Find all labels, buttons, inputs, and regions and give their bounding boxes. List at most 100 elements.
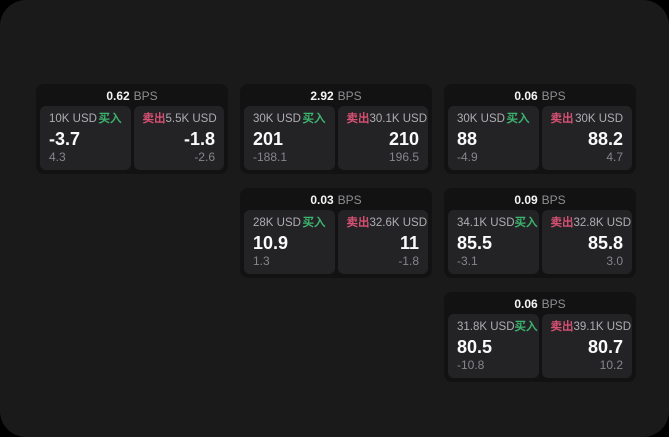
sell-label: 卖出 bbox=[346, 217, 370, 229]
sell-panel-top: 卖出 39.1K USD bbox=[550, 321, 632, 334]
bps-unit-label: BPS bbox=[337, 89, 362, 103]
sell-panel-top: 卖出 5.5K USD bbox=[142, 113, 217, 126]
sell-price: 11 bbox=[399, 233, 419, 253]
buy-panel[interactable]: 30K USD 买入 201 -188.1 bbox=[244, 106, 335, 170]
sell-price: 88.2 bbox=[587, 129, 623, 149]
sell-label: 卖出 bbox=[550, 113, 574, 125]
sell-panel[interactable]: 卖出 5.5K USD -1.8 -2.6 bbox=[133, 106, 224, 170]
sell-change: 4.7 bbox=[606, 150, 623, 164]
buy-panel-top: 30K USD 买入 bbox=[253, 113, 326, 126]
quote-card: 0.62 BPS 10K USD 买入 -3.7 4.3 卖出 5.5K USD bbox=[36, 84, 228, 174]
sell-price: 210 bbox=[388, 129, 419, 149]
buy-change: -3.1 bbox=[457, 254, 478, 268]
card-header: 0.09 BPS bbox=[448, 190, 632, 210]
bps-value: 0.03 bbox=[310, 193, 334, 207]
sell-amount: 32.8K USD bbox=[573, 217, 632, 229]
panels: 34.1K USD 买入 85.5 -3.1 卖出 32.8K USD 85.8… bbox=[448, 210, 632, 274]
sell-panel[interactable]: 卖出 30.1K USD 210 196.5 bbox=[337, 106, 428, 170]
buy-panel[interactable]: 31.8K USD 买入 80.5 -10.8 bbox=[448, 314, 539, 378]
buy-label: 买入 bbox=[98, 113, 122, 125]
bps-value: 2.92 bbox=[310, 89, 334, 103]
bps-value: 0.09 bbox=[514, 193, 538, 207]
buy-price: 85.5 bbox=[457, 233, 493, 253]
panels: 31.8K USD 买入 80.5 -10.8 卖出 39.1K USD 80.… bbox=[448, 314, 632, 378]
bps-unit-label: BPS bbox=[133, 89, 158, 103]
bps-unit-label: BPS bbox=[541, 193, 566, 207]
card-header: 0.62 BPS bbox=[40, 86, 224, 106]
buy-price: -3.7 bbox=[49, 129, 81, 149]
buy-amount: 31.8K USD bbox=[457, 321, 515, 333]
buy-amount: 30K USD bbox=[253, 113, 301, 125]
sell-panel[interactable]: 卖出 30K USD 88.2 4.7 bbox=[541, 106, 632, 170]
buy-label: 买入 bbox=[506, 113, 530, 125]
buy-panel-top: 10K USD 买入 bbox=[49, 113, 122, 126]
buy-change: -188.1 bbox=[253, 150, 288, 164]
buy-panel[interactable]: 28K USD 买入 10.9 1.3 bbox=[244, 210, 335, 274]
sell-panel-top: 卖出 30K USD bbox=[551, 113, 624, 126]
sell-panel-top: 卖出 32.6K USD bbox=[346, 217, 428, 230]
sell-amount: 32.6K USD bbox=[369, 217, 428, 229]
sell-price: 80.7 bbox=[587, 337, 623, 357]
quote-card: 0.09 BPS 34.1K USD 买入 85.5 -3.1 卖出 32.8K… bbox=[444, 188, 636, 278]
quote-card: 0.06 BPS 30K USD 买入 88 -4.9 卖出 30K USD bbox=[444, 84, 636, 174]
bps-unit-label: BPS bbox=[541, 297, 566, 311]
bps-unit-label: BPS bbox=[541, 89, 566, 103]
quote-card-grid: 0.62 BPS 10K USD 买入 -3.7 4.3 卖出 5.5K USD bbox=[36, 84, 636, 382]
sell-panel-top: 卖出 32.8K USD bbox=[550, 217, 632, 230]
sell-change: 196.5 bbox=[388, 150, 419, 164]
buy-price: 10.9 bbox=[253, 233, 289, 253]
sell-change: -2.6 bbox=[194, 150, 215, 164]
sell-amount: 30K USD bbox=[575, 113, 623, 125]
panels: 28K USD 买入 10.9 1.3 卖出 32.6K USD 11 -1.8 bbox=[244, 210, 428, 274]
panels: 30K USD 买入 88 -4.9 卖出 30K USD 88.2 4.7 bbox=[448, 106, 632, 170]
buy-price: 80.5 bbox=[457, 337, 493, 357]
card-header: 0.06 BPS bbox=[448, 86, 632, 106]
buy-panel[interactable]: 34.1K USD 买入 85.5 -3.1 bbox=[448, 210, 539, 274]
card-header: 0.06 BPS bbox=[448, 294, 632, 314]
sell-panel[interactable]: 卖出 32.6K USD 11 -1.8 bbox=[337, 210, 428, 274]
buy-amount: 34.1K USD bbox=[457, 217, 515, 229]
buy-change: -4.9 bbox=[457, 150, 478, 164]
sell-price: -1.8 bbox=[183, 129, 215, 149]
sell-panel-top: 卖出 30.1K USD bbox=[347, 113, 428, 126]
quote-card: 0.03 BPS 28K USD 买入 10.9 1.3 卖出 32.6K US… bbox=[240, 188, 432, 278]
buy-price: 201 bbox=[253, 129, 284, 149]
sell-change: 3.0 bbox=[606, 254, 623, 268]
buy-change: -10.8 bbox=[457, 358, 485, 372]
buy-panel-top: 34.1K USD 买入 bbox=[457, 217, 538, 230]
buy-label: 买入 bbox=[302, 113, 326, 125]
buy-panel[interactable]: 10K USD 买入 -3.7 4.3 bbox=[40, 106, 131, 170]
sell-amount: 5.5K USD bbox=[165, 113, 217, 125]
sell-amount: 39.1K USD bbox=[573, 321, 632, 333]
buy-label: 买入 bbox=[514, 217, 538, 229]
sell-panel[interactable]: 卖出 32.8K USD 85.8 3.0 bbox=[541, 210, 632, 274]
buy-change: 1.3 bbox=[253, 254, 270, 268]
buy-panel-top: 30K USD 买入 bbox=[457, 113, 530, 126]
sell-panel[interactable]: 卖出 39.1K USD 80.7 10.2 bbox=[541, 314, 632, 378]
bps-value: 0.62 bbox=[106, 89, 130, 103]
buy-panel-top: 28K USD 买入 bbox=[253, 217, 326, 230]
bps-value: 0.06 bbox=[514, 297, 538, 311]
sell-price: 85.8 bbox=[587, 233, 623, 253]
buy-amount: 10K USD bbox=[49, 113, 97, 125]
sell-label: 卖出 bbox=[142, 113, 166, 125]
sell-change: -1.8 bbox=[398, 254, 419, 268]
buy-amount: 30K USD bbox=[457, 113, 505, 125]
panels: 30K USD 买入 201 -188.1 卖出 30.1K USD 210 1… bbox=[244, 106, 428, 170]
sell-amount: 30.1K USD bbox=[369, 113, 428, 125]
buy-label: 买入 bbox=[514, 321, 538, 333]
bps-value: 0.06 bbox=[514, 89, 538, 103]
panels: 10K USD 买入 -3.7 4.3 卖出 5.5K USD -1.8 -2.… bbox=[40, 106, 224, 170]
card-header: 0.03 BPS bbox=[244, 190, 428, 210]
quote-card: 0.06 BPS 31.8K USD 买入 80.5 -10.8 卖出 39.1… bbox=[444, 292, 636, 382]
sell-label: 卖出 bbox=[550, 217, 574, 229]
buy-panel[interactable]: 30K USD 买入 88 -4.9 bbox=[448, 106, 539, 170]
bps-unit-label: BPS bbox=[337, 193, 362, 207]
buy-price: 88 bbox=[457, 129, 478, 149]
buy-label: 买入 bbox=[302, 217, 326, 229]
buy-panel-top: 31.8K USD 买入 bbox=[457, 321, 538, 334]
sell-label: 卖出 bbox=[550, 321, 574, 333]
quote-card: 2.92 BPS 30K USD 买入 201 -188.1 卖出 30.1K … bbox=[240, 84, 432, 174]
sell-change: 10.2 bbox=[599, 358, 623, 372]
